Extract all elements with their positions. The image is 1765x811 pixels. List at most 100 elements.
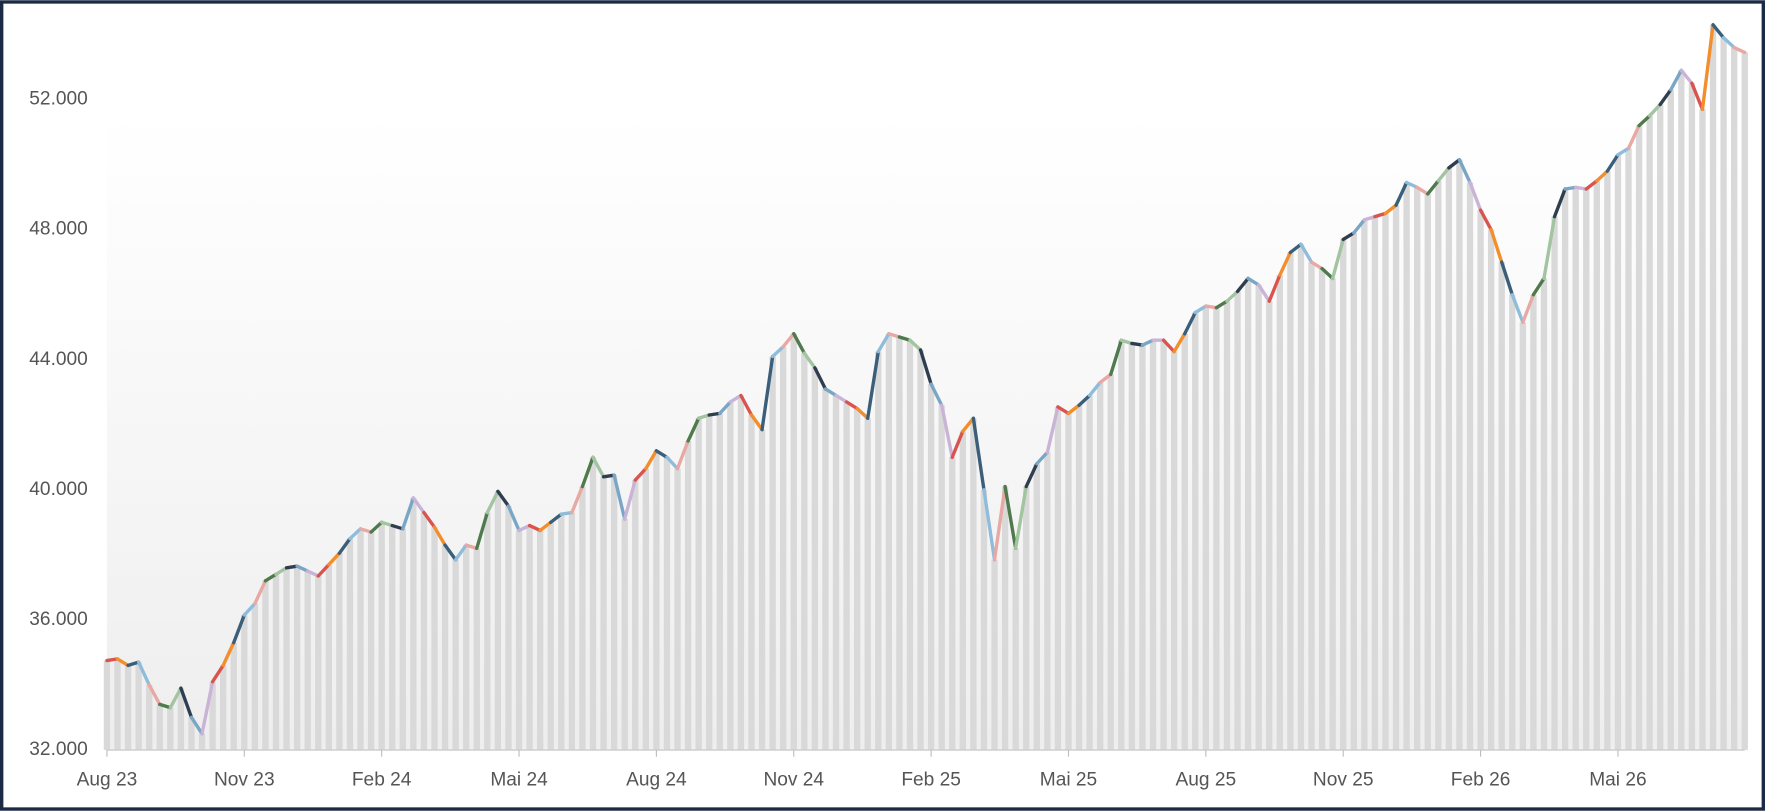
bar [906,340,914,750]
bar [737,395,745,750]
bar [600,476,607,750]
line-segment [707,411,722,417]
line-segment [1056,405,1071,416]
bar [1487,229,1495,750]
line-segment [718,400,733,416]
bar [864,418,871,750]
bar [1297,244,1305,750]
bar [1234,291,1241,750]
line-segment [517,523,532,533]
x-tick-label: Aug 24 [626,769,687,790]
line-segment [210,663,225,684]
bar [441,545,449,750]
line-segment [1669,68,1684,92]
bar [1593,180,1600,750]
line-segment [1246,276,1261,287]
bar [1065,413,1072,750]
x-tick-label: Aug 23 [77,769,138,790]
line-segment [1563,185,1578,191]
bar [1213,307,1220,750]
bar [283,567,290,750]
bar [526,525,533,750]
line-segment [306,569,320,578]
line-segment [1732,45,1747,55]
bar [1540,278,1548,750]
line-segment [591,455,606,479]
bar [589,457,597,750]
line-segment [770,345,785,359]
line-segment [263,572,278,583]
bar [304,571,311,750]
line-segment [612,473,627,521]
line-segment [1500,260,1514,297]
bar [706,415,713,750]
bar [1276,275,1283,750]
bar [1308,262,1315,750]
bar [1382,213,1389,750]
line-segment [961,416,976,433]
line-segment [992,484,1007,562]
bar [494,491,502,750]
line-segment [1330,237,1345,281]
y-tick-label: 36.000 [29,609,87,630]
line-segment [982,488,997,562]
bar [801,353,808,750]
line-segment [1700,23,1715,112]
line-segment [1711,23,1726,40]
bar [1435,180,1442,750]
x-tick-label: Feb 24 [352,769,412,790]
bar [1033,463,1040,750]
bar [1075,405,1083,750]
bar [1160,340,1167,750]
line-segment [115,657,130,668]
bar [1731,47,1738,750]
line-segment [253,579,268,606]
line-segment [549,512,563,525]
line-segment [887,332,902,339]
bar [103,660,111,750]
line-segment [1637,114,1652,128]
line [105,23,1747,736]
bar [1477,210,1484,750]
line-segment [1140,338,1155,347]
line-segment [485,489,500,515]
line-segment [327,551,342,567]
line-segment [358,527,373,534]
bar [1107,374,1114,750]
y-tick-label: 48.000 [29,219,87,240]
bar [146,684,153,750]
bar [1329,278,1336,750]
line-segment [232,613,246,645]
line-segment [189,715,204,736]
bar [1223,301,1231,750]
bar [198,733,206,750]
bar [632,480,639,750]
x-tick-label: Feb 25 [901,769,961,790]
line-segment [1690,81,1705,112]
line-segment [866,349,880,420]
bar [515,530,523,750]
line-segment [1478,208,1493,232]
bar [568,512,576,750]
bar [1266,301,1273,750]
bars [103,24,1748,750]
line-segment [1721,36,1736,50]
bar [1741,52,1748,750]
bar [558,514,565,750]
line-segment [1679,68,1694,86]
line-segment [1003,484,1018,551]
line-segment [1595,169,1610,183]
line-segment [728,393,743,404]
line-segment [1616,146,1631,157]
bar [1646,115,1653,750]
line-segment [601,473,616,479]
bar [811,367,819,750]
line-segment [1183,310,1197,336]
bar [1456,159,1463,750]
bar [230,642,237,750]
line-segment [179,686,194,720]
line-segment [1109,338,1124,377]
bar [241,614,248,750]
line-segment [739,393,754,417]
